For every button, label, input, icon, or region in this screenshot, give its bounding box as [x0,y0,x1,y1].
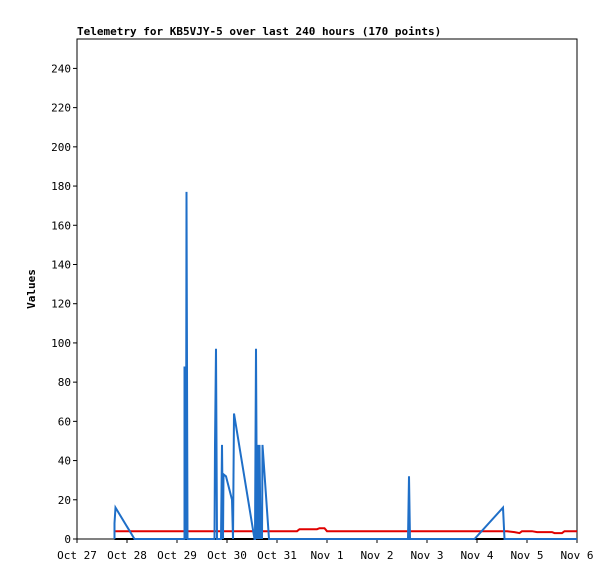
x-tick-label: Nov 1 [310,549,343,562]
y-tick-label: 20 [58,494,71,507]
x-tick-label: Nov 5 [510,549,543,562]
x-tick-label: Oct 31 [257,549,297,562]
x-tick-label: Oct 29 [157,549,197,562]
x-tick-label: Oct 30 [207,549,247,562]
chart-title: Telemetry for KB5VJY-5 over last 240 hou… [77,25,441,38]
y-tick-label: 160 [51,219,71,232]
y-tick-label: 180 [51,180,71,193]
y-tick-label: 240 [51,62,71,75]
y-tick-label: 100 [51,337,71,350]
x-tick-label: Nov 2 [360,549,393,562]
x-axis: Oct 27 Oct 28 Oct 29 Oct 30 Oct 31 Nov 1 Nov 2… [57,539,594,562]
y-axis-label: Values [25,269,38,309]
series-layer [113,191,577,540]
series-line-2 [113,191,577,540]
x-tick-label: Oct 27 [57,549,97,562]
y-tick-label: 200 [51,141,71,154]
x-tick-label: Nov 4 [460,549,493,562]
y-tick-label: 120 [51,298,71,311]
series-line-0 [114,527,577,535]
x-tick-label: Nov 6 [560,549,593,562]
x-tick-label: Oct 28 [107,549,147,562]
y-tick-label: 60 [58,415,71,428]
x-tick-label: Nov 3 [410,549,443,562]
y-tick-label: 40 [58,455,71,468]
y-tick-label: 140 [51,258,71,271]
y-tick-label: 80 [58,376,71,389]
y-axis: 0 20 40 60 80 100 120 140 160 180 200 220 240 [51,62,77,546]
y-tick-label: 220 [51,102,71,115]
y-tick-label: 0 [64,533,71,546]
